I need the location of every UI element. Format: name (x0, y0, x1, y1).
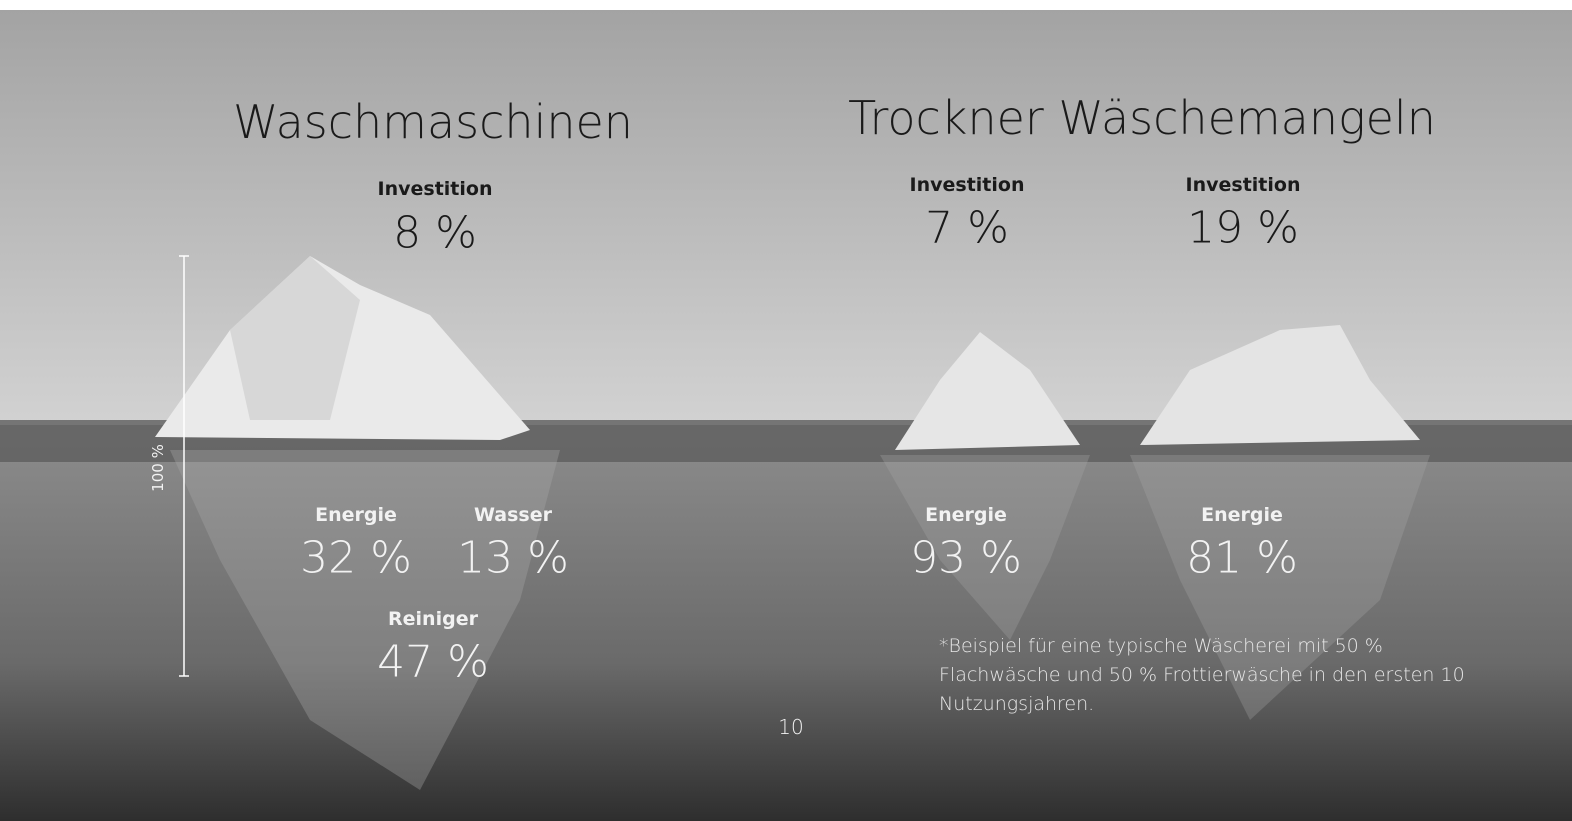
item-label: Energie (925, 504, 1007, 526)
item-value: 47 % (377, 637, 489, 688)
item-label: Reiniger (388, 608, 478, 630)
item-value: 13 % (457, 533, 569, 584)
item-label: Energie (1201, 504, 1283, 526)
slide: Waschmaschinen Investition 8 % Energie 3… (0, 0, 1572, 821)
item-value: 7 % (925, 203, 1009, 254)
item-label: Investition (378, 178, 493, 200)
footnote: *Beispiel für eine typische Wäscherei mi… (939, 632, 1479, 719)
item-label: Energie (315, 504, 397, 526)
scale-label: 100 % (149, 444, 167, 492)
group-title: Waschmaschinen (233, 95, 633, 149)
item-value: 8 % (393, 208, 477, 259)
item-value: 93 % (910, 533, 1022, 584)
item-value: 81 % (1186, 533, 1298, 584)
item-value: 32 % (300, 533, 412, 584)
item-label: Investition (1186, 174, 1301, 196)
item-label: Investition (910, 174, 1025, 196)
group-title: Trockner Wäschemangeln (848, 91, 1436, 145)
page-number: 10 (778, 715, 803, 739)
item-label: Wasser (474, 504, 552, 526)
item-value: 19 % (1187, 203, 1299, 254)
